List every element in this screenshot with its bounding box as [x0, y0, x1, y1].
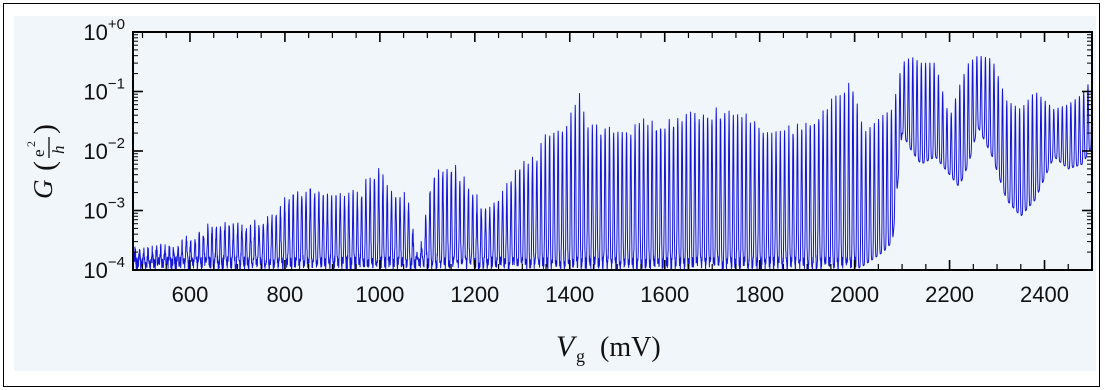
y-tick-label: 10−3 — [83, 195, 125, 224]
chart-panel — [14, 16, 1096, 371]
conductance-series-line — [133, 55, 1092, 270]
x-tick-label: 2000 — [830, 282, 879, 307]
x-tick-label: 1000 — [355, 282, 404, 307]
x-axis-symbol: V — [556, 330, 578, 363]
x-tick-label: 800 — [267, 282, 304, 307]
y-tick-label: 10−2 — [83, 135, 125, 164]
y-axis-label: G ( e 2 h ) — [24, 124, 68, 199]
y-axis-paren-close: ) — [28, 124, 61, 134]
y-tick-label: 10−4 — [83, 254, 125, 283]
y-axis-exponent: 2 — [24, 141, 38, 147]
y-tick-label: 10−1 — [83, 76, 125, 105]
x-tick-label: 1400 — [545, 282, 594, 307]
x-axis-unit: (mV) — [600, 332, 661, 363]
x-tick-label: 1800 — [735, 282, 784, 307]
x-axis-subscript: g — [576, 346, 585, 366]
y-axis-numerator: e — [29, 149, 48, 157]
y-axis-symbol: G — [28, 180, 58, 200]
x-tick-label: 2200 — [925, 282, 974, 307]
y-axis-denominator: h — [49, 146, 68, 155]
x-axis-label: V g (mV) — [556, 330, 661, 366]
x-tick-label: 1600 — [640, 282, 689, 307]
x-tick-label: 1200 — [450, 282, 499, 307]
x-tick-label: 600 — [172, 282, 209, 307]
x-tick-label: 2400 — [1020, 282, 1069, 307]
y-axis-paren-open: ( — [28, 161, 61, 171]
y-tick-label: 10+0 — [83, 16, 125, 45]
